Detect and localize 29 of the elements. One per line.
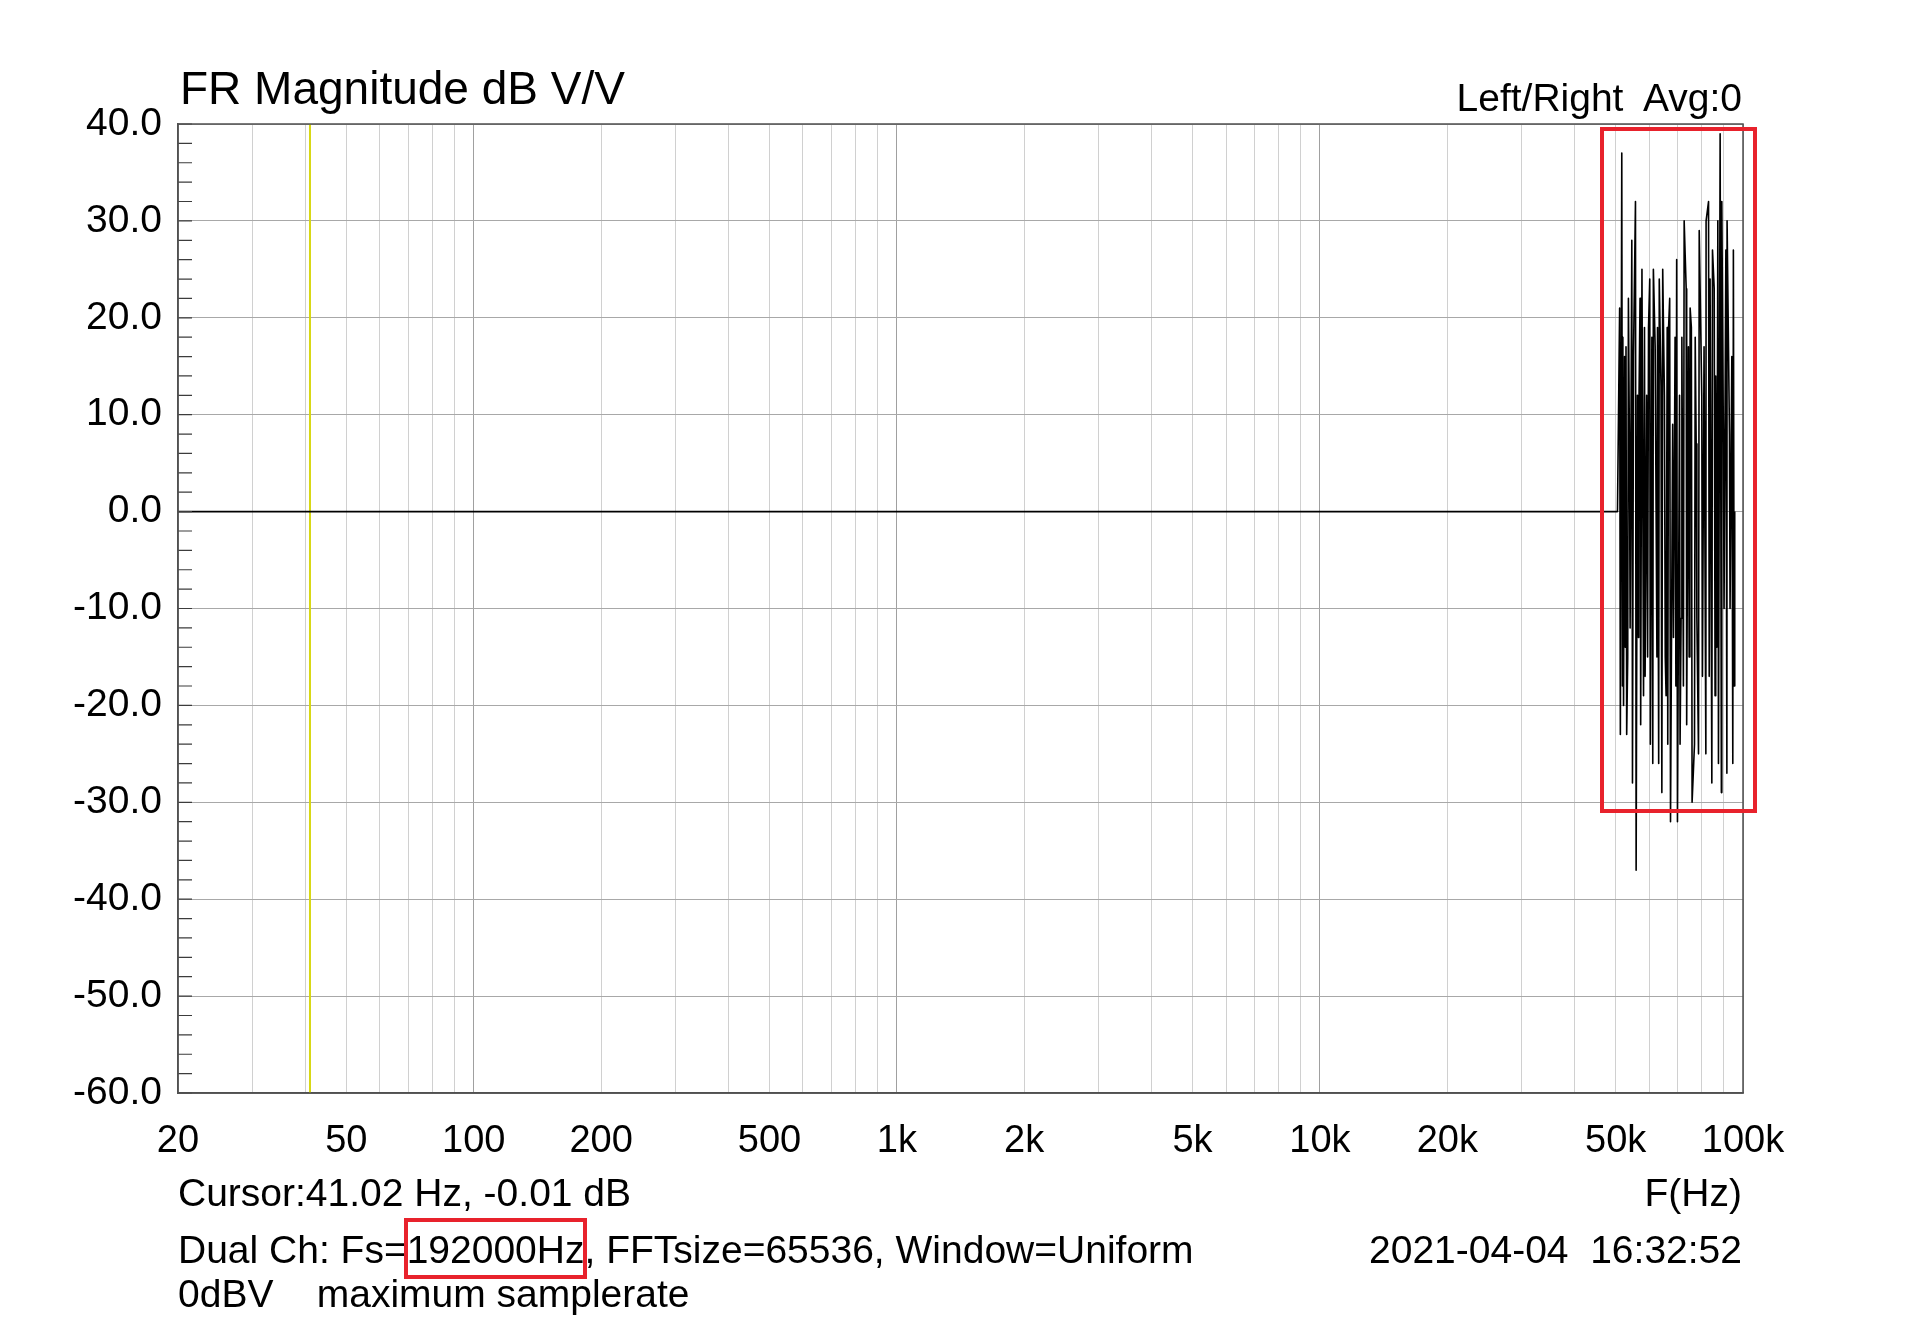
x-tick-label: 10k: [1289, 1118, 1352, 1161]
x-axis-title: F(Hz): [1644, 1171, 1742, 1216]
y-tick-label: -30.0: [73, 778, 162, 822]
y-tick-label: -60.0: [73, 1068, 162, 1112]
x-tick-label: 200: [569, 1118, 633, 1161]
x-tick-label: 50k: [1585, 1118, 1648, 1161]
text: 2021-04-04 16:32:52: [1369, 1228, 1742, 1273]
text: Left/Right Avg:0: [1456, 76, 1742, 121]
y-tick-label: -20.0: [73, 681, 162, 725]
text: 0dBV maximum samplerate: [178, 1272, 690, 1317]
y-tick-label: 0.0: [107, 487, 162, 531]
x-tick-label: 2k: [1004, 1118, 1046, 1161]
x-tick-label: 20k: [1416, 1118, 1479, 1161]
text: Cursor:41.02 Hz, -0.01 dB: [178, 1171, 632, 1216]
chart-title: FR Magnitude dB V/V: [180, 62, 625, 116]
y-tick-label: -40.0: [73, 874, 162, 918]
y-tick-label: -10.0: [73, 584, 162, 628]
y-tick-label: 10.0: [86, 390, 162, 434]
y-tick-label: 30.0: [86, 196, 162, 240]
x-tick-label: 5k: [1172, 1118, 1214, 1161]
x-tick-label: 100: [442, 1118, 506, 1161]
x-tick-label: 500: [737, 1118, 802, 1161]
y-tick-label: -50.0: [73, 971, 162, 1015]
x-tick-label: 1k: [876, 1118, 918, 1161]
x-tick-label: 100k: [1701, 1118, 1786, 1161]
y-tick-label: 20.0: [86, 293, 162, 337]
x-tick-label: 50: [325, 1118, 368, 1161]
y-tick-label: 40.0: [86, 99, 162, 143]
x-tick-label: 20: [156, 1118, 200, 1161]
